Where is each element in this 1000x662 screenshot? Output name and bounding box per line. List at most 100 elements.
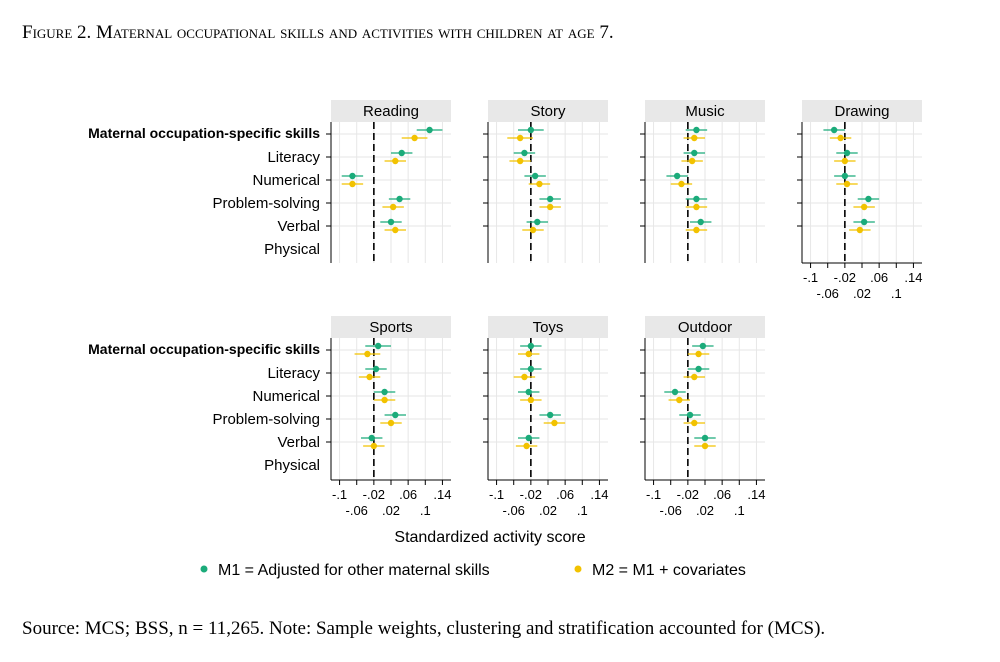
x-tick-label: -.02 bbox=[834, 270, 856, 285]
x-tick-label: -.02 bbox=[520, 487, 542, 502]
x-axis-label: Standardized activity score bbox=[394, 529, 585, 546]
point-m2-outdoor-numerical bbox=[691, 373, 698, 381]
panel-header-story bbox=[488, 100, 608, 122]
coefficient-plot-chart: Reading Story Music Drawing -.1 -.02 .06 .14 -.0… bbox=[88, 100, 922, 579]
x-tick-label: .14 bbox=[904, 270, 922, 285]
panel-header-outdoor bbox=[645, 316, 765, 338]
point-m2-music-literacy bbox=[691, 134, 698, 142]
x-tick-label: .06 bbox=[870, 270, 888, 285]
point-m1-outdoor-verbal bbox=[686, 411, 694, 419]
x-tick-label: .1 bbox=[420, 503, 431, 518]
point-m2-story-verbal bbox=[546, 203, 554, 211]
point-m2-music-physical bbox=[693, 226, 700, 234]
row-label-literacy: Literacy bbox=[267, 149, 320, 166]
point-m2-music-problem-solving bbox=[678, 180, 685, 188]
point-m1-toys-problem-solving bbox=[525, 388, 532, 396]
panel-title-story: Story bbox=[530, 103, 566, 120]
panel-header-drawing bbox=[802, 100, 922, 122]
point-m2-sports-verbal bbox=[387, 419, 395, 427]
row-label-numerical: Numerical bbox=[252, 172, 320, 189]
point-m2-toys-physical bbox=[523, 442, 530, 450]
x-tick-label: .1 bbox=[734, 503, 745, 518]
point-m2-sports-problem-solving bbox=[381, 396, 388, 404]
panel-header-music bbox=[645, 100, 765, 122]
x-tick-label: .1 bbox=[577, 503, 588, 518]
point-m1-music-verbal bbox=[693, 195, 700, 203]
row-label-numerical: Numerical bbox=[252, 388, 320, 405]
x-tick-label: -.02 bbox=[363, 487, 385, 502]
row-label-problem-solving: Problem-solving bbox=[212, 411, 320, 428]
group-heading: Maternal occupation-specific skills bbox=[88, 125, 320, 141]
point-m1-sports-literacy bbox=[374, 342, 382, 350]
x-tick-label: .06 bbox=[556, 487, 574, 502]
point-m2-outdoor-physical bbox=[701, 442, 709, 450]
point-m1-sports-verbal bbox=[392, 411, 399, 419]
source-note: Source: MCS; BSS, n = 11,265. Note: Samp… bbox=[22, 618, 826, 639]
point-m1-sports-problem-solving bbox=[381, 388, 388, 396]
point-m1-outdoor-problem-solving bbox=[671, 388, 679, 396]
panel-drawing: Drawing -.1 -.02 .06 .14 -.06 .02 .1 bbox=[797, 100, 922, 301]
point-m1-reading-verbal bbox=[396, 195, 403, 203]
point-m2-toys-numerical bbox=[521, 373, 528, 381]
point-m1-drawing-literacy bbox=[830, 126, 838, 134]
point-m2-drawing-literacy bbox=[837, 134, 844, 142]
point-m1-reading-numerical bbox=[398, 149, 405, 157]
row-label-problem-solving: Problem-solving bbox=[212, 195, 320, 212]
point-m2-reading-problem-solving bbox=[349, 180, 356, 188]
x-tick-label: -.06 bbox=[503, 503, 525, 518]
point-m2-sports-physical bbox=[370, 442, 378, 450]
point-m1-music-problem-solving bbox=[673, 172, 681, 180]
panels-layer: Reading Story Music Drawing -.1 -.02 .06 .14 -.0… bbox=[326, 100, 922, 518]
x-tick-label: -.06 bbox=[817, 286, 839, 301]
point-m1-toys-physical bbox=[525, 434, 532, 442]
point-m2-story-physical bbox=[529, 226, 537, 234]
point-m2-reading-literacy bbox=[411, 134, 418, 142]
row-label-physical: Physical bbox=[264, 457, 320, 474]
panel-sports: Sports -.1 -.02 .06 .14 -.06 .02 .1 bbox=[326, 316, 451, 518]
point-m2-music-verbal bbox=[693, 203, 700, 211]
row-labels-layer: Maternal occupation-specific skills Liter… bbox=[88, 125, 320, 474]
point-m1-sports-physical bbox=[368, 434, 375, 442]
x-tick-label: .02 bbox=[382, 503, 400, 518]
panel-title-music: Music bbox=[685, 103, 725, 120]
point-m2-reading-physical bbox=[392, 226, 399, 234]
point-m2-outdoor-problem-solving bbox=[676, 396, 683, 404]
point-m1-reading-problem-solving bbox=[349, 172, 356, 180]
point-m1-story-verbal bbox=[546, 195, 554, 203]
x-tick-label: -.1 bbox=[489, 487, 504, 502]
legend-label-m1: M1 = Adjusted for other maternal skills bbox=[218, 562, 490, 579]
point-m2-music-numerical bbox=[688, 157, 696, 165]
point-m2-story-numerical bbox=[516, 157, 524, 165]
panel-reading: Reading bbox=[326, 100, 451, 263]
panel-outdoor: Outdoor -.1 -.02 .06 .14 -.06 .02 .1 bbox=[640, 316, 765, 518]
x-tick-label: .1 bbox=[891, 286, 902, 301]
point-m1-story-literacy bbox=[527, 126, 535, 134]
x-tick-label: -.1 bbox=[332, 487, 347, 502]
x-tick-label: .06 bbox=[713, 487, 731, 502]
point-m1-outdoor-physical bbox=[701, 434, 709, 442]
legend-marker-m2 bbox=[574, 565, 582, 573]
panel-story: Story bbox=[483, 100, 608, 263]
panel-title-reading: Reading bbox=[363, 103, 419, 120]
point-m1-toys-verbal bbox=[546, 411, 554, 419]
x-tick-label: .02 bbox=[539, 503, 557, 518]
panel-header-reading bbox=[331, 100, 451, 122]
point-m1-outdoor-literacy bbox=[699, 342, 707, 350]
x-tick-label: -.06 bbox=[660, 503, 682, 518]
x-tick-label: .02 bbox=[696, 503, 714, 518]
row-label-verbal: Verbal bbox=[277, 434, 320, 451]
point-m2-sports-literacy bbox=[364, 350, 371, 358]
figure-title: Figure 2. Maternal occupational skills a… bbox=[22, 22, 614, 43]
point-m1-music-numerical bbox=[691, 149, 698, 157]
x-tick-label: -.02 bbox=[677, 487, 699, 502]
point-m2-outdoor-literacy bbox=[695, 350, 702, 358]
point-m1-drawing-problem-solving bbox=[841, 172, 849, 180]
panel-toys: Toys -.1 -.02 .06 .14 -.06 .02 .1 bbox=[483, 316, 608, 518]
point-m1-music-literacy bbox=[693, 126, 700, 134]
legend: M1 = Adjusted for other maternal skills … bbox=[200, 562, 746, 579]
point-m2-drawing-verbal bbox=[860, 203, 868, 211]
point-m2-toys-problem-solving bbox=[527, 396, 535, 404]
group-heading: Maternal occupation-specific skills bbox=[88, 341, 320, 357]
point-m2-reading-verbal bbox=[389, 203, 397, 211]
point-m1-toys-numerical bbox=[527, 365, 535, 373]
